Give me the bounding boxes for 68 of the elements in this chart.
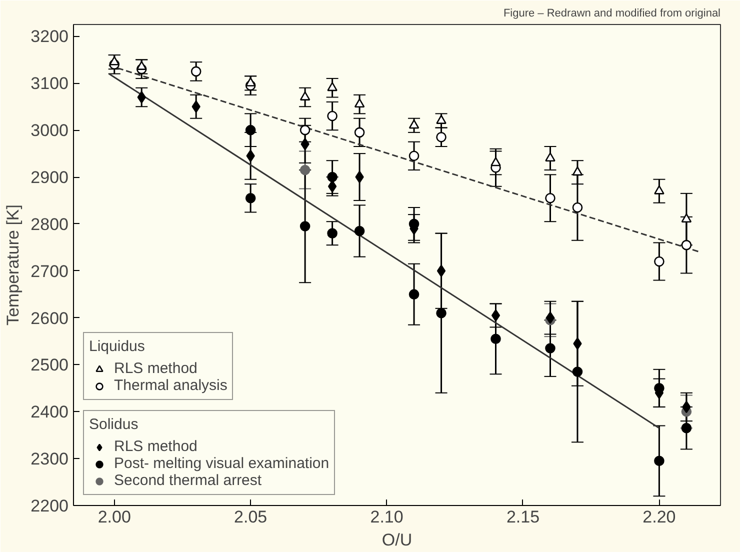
point: [245, 124, 256, 136]
point: [408, 150, 420, 162]
y-tick-label: 2500: [30, 356, 69, 375]
text: Solidus: [89, 416, 138, 433]
y-tick-label: 3000: [30, 121, 69, 140]
y-tick-label: 3200: [30, 27, 69, 46]
x-tick-label: 2.15: [506, 508, 540, 526]
point: [408, 289, 420, 300]
x-tick-label: 2.10: [370, 508, 404, 526]
point: [654, 185, 664, 194]
point: [327, 228, 338, 238]
legend-label: RLS method: [114, 360, 198, 377]
x-tick-label: 2.00: [98, 508, 131, 526]
x-axis-title: O/U: [382, 530, 412, 550]
point: [300, 138, 310, 150]
point: [681, 213, 692, 222]
point: [300, 164, 310, 176]
point: [136, 60, 147, 70]
text: Liquidus: [89, 338, 145, 355]
point: [436, 132, 446, 142]
point: [354, 98, 365, 108]
point: [654, 256, 664, 267]
y-tick-label: 2400: [30, 402, 69, 422]
y-tick-label: 2600: [30, 308, 69, 328]
point: [545, 343, 556, 354]
legend-label: Thermal analysis: [114, 377, 228, 394]
y-tick-label: 3100: [30, 74, 69, 94]
point: [436, 308, 446, 318]
point: [681, 422, 692, 434]
point: [545, 192, 556, 204]
point: [572, 166, 583, 176]
text: Figure – Redrawn and modified from original: [503, 8, 721, 20]
point: [490, 157, 501, 166]
point: [327, 82, 338, 92]
point: [245, 77, 256, 86]
point: [300, 221, 310, 232]
y-tick-label: 2300: [30, 450, 69, 469]
point: [572, 202, 583, 213]
point: [572, 366, 583, 377]
point: [300, 91, 310, 100]
point: [327, 172, 338, 182]
point: [109, 56, 120, 66]
legend-label: Post- melting visual examination: [114, 455, 330, 472]
point: [545, 152, 556, 162]
point: [490, 334, 501, 344]
point: [354, 226, 365, 236]
y-axis-title: Temperature [K]: [4, 204, 23, 326]
point: [327, 110, 338, 122]
y-tick-label: 2800: [30, 214, 69, 234]
point: [300, 124, 310, 136]
point: [137, 91, 146, 104]
point: [245, 192, 256, 204]
point: [491, 309, 500, 322]
point: [436, 114, 446, 124]
point: [354, 127, 365, 138]
y-tick-label: 2200: [30, 496, 69, 516]
point: [546, 312, 555, 324]
point: [408, 120, 420, 129]
x-tick-label: 2.20: [642, 508, 676, 526]
legend-label: RLS method: [114, 438, 198, 455]
point: [190, 66, 202, 77]
legend-label: Second thermal arrest: [114, 472, 262, 489]
point: [681, 240, 692, 250]
point: [436, 264, 446, 278]
y-tick-label: 2900: [30, 168, 69, 188]
point: [654, 456, 664, 466]
y-tick-label: 2700: [30, 262, 69, 281]
x-tick-label: 2.05: [234, 508, 268, 526]
